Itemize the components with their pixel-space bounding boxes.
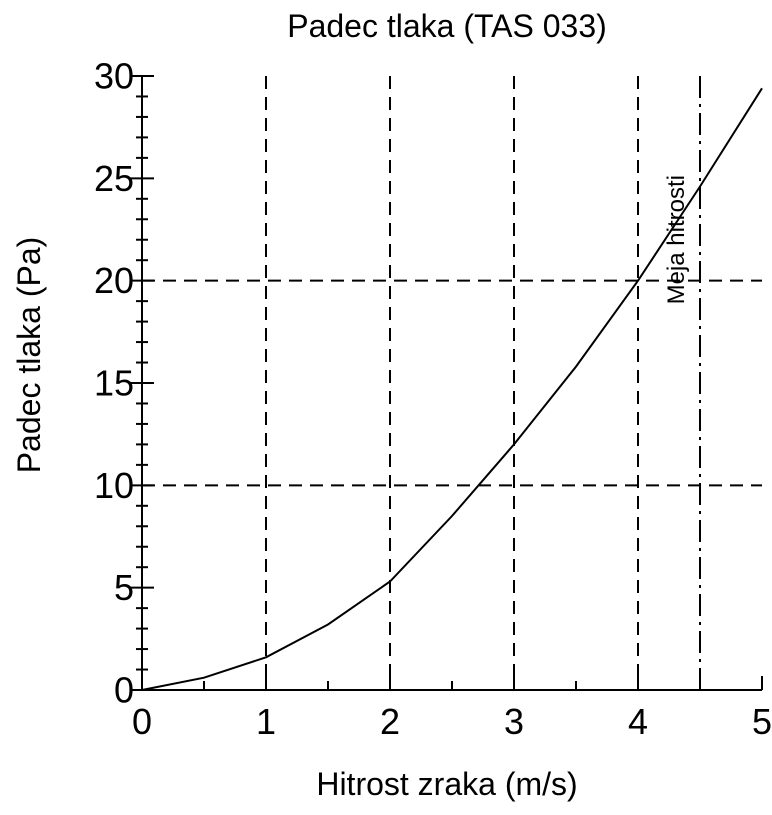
y-tick-label-20: 20 — [94, 260, 134, 301]
y-tick-label-25: 25 — [94, 158, 134, 199]
grid-layer — [142, 76, 762, 690]
x-tick-label-5: 5 — [752, 701, 772, 742]
velocity-limit-label: Meja hitrosti — [663, 175, 690, 304]
y-tick-label-30: 30 — [94, 56, 134, 97]
y-tick-label-15: 15 — [94, 363, 134, 404]
x-tick-label-0: 0 — [132, 701, 152, 742]
y-tick-label-5: 5 — [114, 567, 134, 608]
y-axis-title: Padec tlaka (Pa) — [11, 237, 47, 474]
x-tick-label-4: 4 — [628, 701, 648, 742]
axes-layer: 0 5 10 15 20 25 30 0 1 2 3 4 5 — [94, 56, 772, 743]
chart-title: Padec tlaka (TAS 033) — [287, 8, 607, 44]
x-axis-title: Hitrost zraka (m/s) — [316, 766, 577, 802]
y-tick-label-10: 10 — [94, 465, 134, 506]
x-tick-label-2: 2 — [380, 701, 400, 742]
y-tick-label-0: 0 — [114, 670, 134, 711]
annotation-layer: Meja hitrosti — [663, 76, 700, 690]
x-tick-label-3: 3 — [504, 701, 524, 742]
x-tick-label-1: 1 — [256, 701, 276, 742]
